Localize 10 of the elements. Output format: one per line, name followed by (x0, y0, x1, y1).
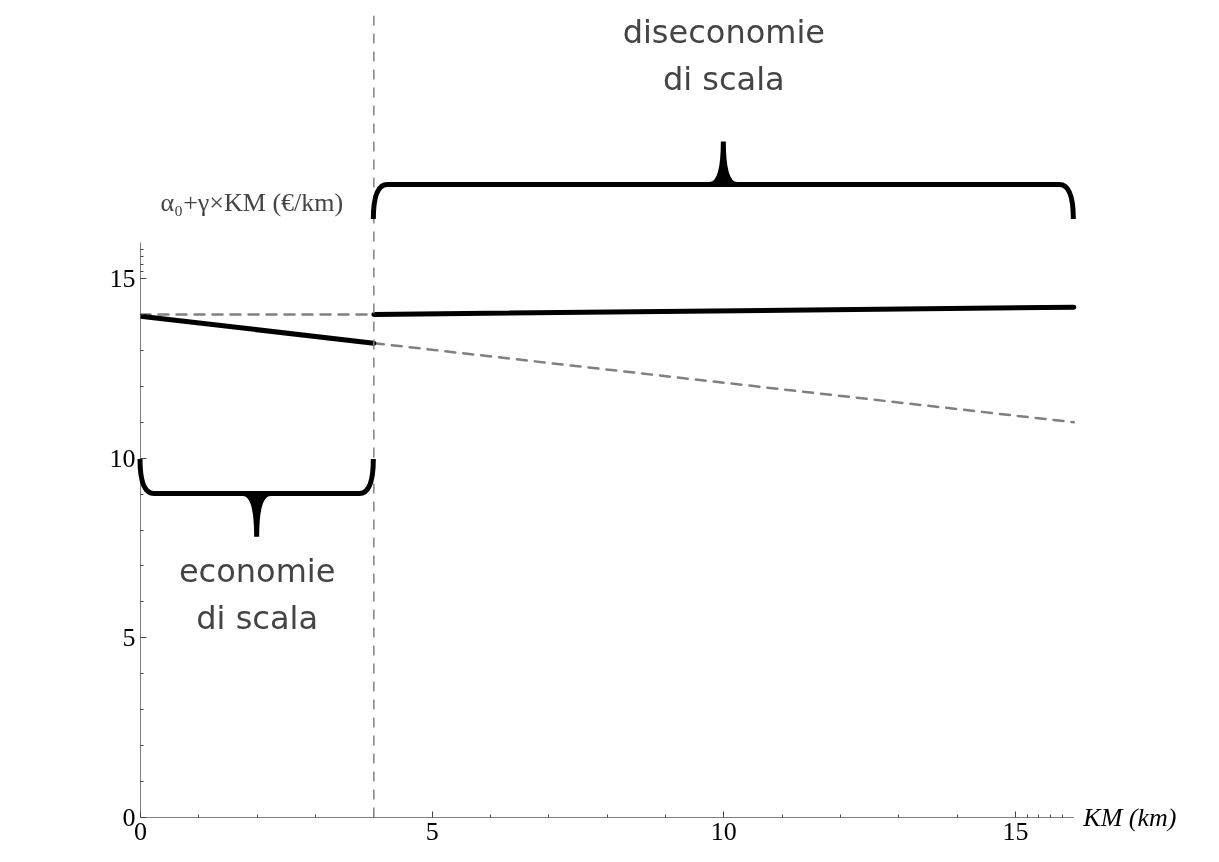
y-tick-label: 5 (122, 623, 136, 653)
y-tick-label: 15 (109, 264, 136, 294)
annotation: economie di scala (178, 551, 336, 638)
y-axis-title: α₀+γ×KM (€/km) (160, 187, 344, 217)
y-tick-label: 10 (109, 443, 136, 473)
x-tick-label: 5 (425, 816, 439, 846)
text: diseconomie di scala (622, 12, 826, 99)
x-axis-title: KM (km) (1082, 803, 1177, 832)
x-tick-label: 10 (710, 816, 737, 846)
x-tick-label: 15 (1002, 816, 1029, 846)
